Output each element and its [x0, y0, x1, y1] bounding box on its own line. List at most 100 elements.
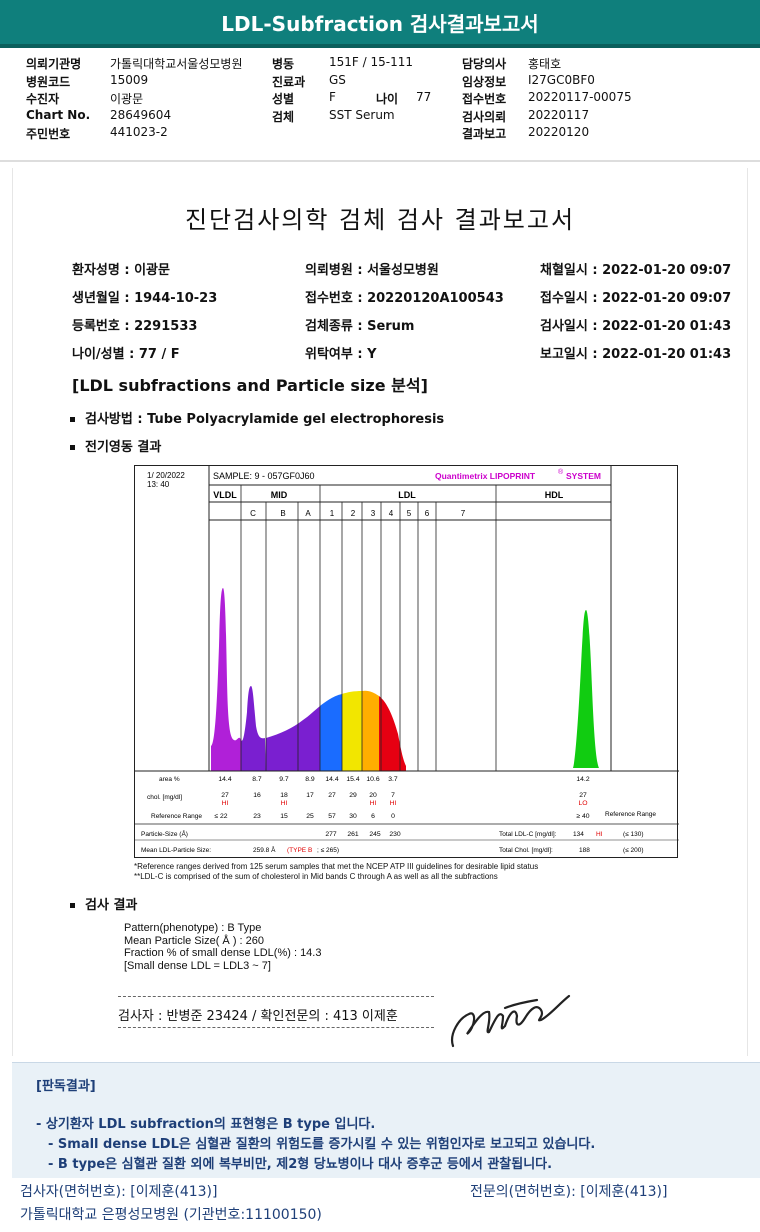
examiner-license: 검사자(면허번호): [이제훈(413)] [20, 1184, 218, 1200]
patient-field: 접수일시 : 2022-01-20 09:07 [540, 291, 732, 306]
method-line: 검사방법 : Tube Polyacrylamide gel electroph… [70, 408, 444, 427]
area-percent-cell: 14.4 [218, 776, 231, 783]
handwritten-signature [451, 994, 571, 1048]
total-chol-label: Total Chol. [mg/dl]: [499, 847, 553, 854]
reference-cell: ≤ 22 [214, 813, 227, 820]
hdr-key: 나이 [376, 92, 399, 106]
hdr-key: 결과보고 [462, 127, 507, 141]
area-percent-cell: 9.7 [279, 776, 289, 783]
flag-cell: HI [390, 800, 397, 807]
reference-cell: 6 [371, 813, 375, 820]
interpretation-line: - Small dense LDL은 심혈관 질환의 위험도를 증가시킬 수 있… [48, 1137, 596, 1152]
trace-vldl [211, 588, 241, 771]
patient-field: 채혈일시 : 2022-01-20 09:07 [540, 263, 732, 278]
area-percent-cell: 15.4 [346, 776, 359, 783]
band-c: C [250, 509, 256, 518]
reference-cell: 0 [391, 813, 395, 820]
trace-ldl1 [320, 694, 342, 771]
reference-cell: ≥ 40 [576, 813, 589, 820]
electro-text: 전기영동 결과 [85, 440, 162, 455]
hdr-value: 441023-2 [110, 125, 168, 139]
hdr-value: 홍태호 [528, 57, 562, 71]
hdr-value: F [329, 90, 336, 104]
bullet-icon [70, 445, 75, 450]
area-percent-cell: 8.9 [305, 776, 315, 783]
hdr-key: 병원코드 [26, 74, 71, 89]
hdr-key: 임상정보 [462, 74, 507, 89]
particle-size-cell: 245 [369, 831, 381, 838]
header-divider [0, 160, 760, 162]
trace-hdl [573, 610, 599, 768]
chol-cell: 27 [579, 792, 587, 799]
group-vldl: VLDL [213, 490, 237, 500]
chol-cell: 16 [253, 792, 261, 799]
label-particle-size: Particle-Size (Å) [141, 829, 188, 838]
lipoprint-svg: 1/ 20/2022 13: 40 SAMPLE: 9 - 057GF0J60 … [135, 466, 679, 854]
patient-field: 등록번호 : 2291533 [72, 319, 198, 334]
hdr-key: 의뢰기관명 [26, 57, 82, 71]
total-ldl-value: 134 [573, 831, 584, 838]
hdr-key: 검사의뢰 [462, 109, 507, 124]
patient-field: 생년월일 : 1944-10-23 [72, 291, 218, 306]
hdr-key: 담당의사 [462, 57, 507, 71]
trace-ldl3 [362, 690, 379, 771]
label-area: area % [159, 776, 180, 783]
result-heading-text: 검사 결과 [85, 898, 138, 913]
bullet-icon [70, 903, 75, 908]
hdr-value: 20220117 [528, 107, 590, 122]
hdr-value: 20220117-00075 [528, 90, 632, 104]
result-heading: 검사 결과 [70, 894, 137, 913]
specialist-license: 전문의(면허번호): [이제훈(413)] [470, 1184, 668, 1200]
chol-cell: 7 [391, 792, 395, 799]
result-lines: Pattern(phenotype) : B Type Mean Particl… [124, 922, 321, 972]
particle-size-cell: 277 [325, 831, 337, 838]
bullet-icon [70, 417, 75, 422]
flag-cell: HI [222, 800, 229, 807]
report-banner: LDL-Subfraction 검사결과보고서 [0, 0, 760, 48]
lipoprint-chart: 1/ 20/2022 13: 40 SAMPLE: 9 - 057GF0J60 … [134, 465, 679, 858]
patient-field: 의뢰병원 : 서울성모병원 [305, 263, 439, 278]
band-b: B [280, 509, 285, 518]
total-ldl-flag: HI [596, 831, 603, 838]
hdr-key: 성별 [272, 92, 295, 106]
result-line: Mean Particle Size( Å ) : 260 [124, 934, 265, 947]
hdr-value: GS [329, 72, 346, 87]
trace-midband [241, 686, 266, 771]
brand-tail: SYSTEM [566, 471, 601, 481]
patient-field: 검사일시 : 2022-01-20 01:43 [540, 319, 732, 334]
patient-field: 환자성명 : 이광문 [72, 263, 170, 278]
band-ldl6: 6 [425, 509, 430, 518]
label-mean-size: Mean LDL-Particle Size: [141, 847, 211, 854]
electro-heading: 전기영동 결과 [70, 436, 161, 455]
order-header: 의뢰기관명 가톨릭대학교서울성모병원 병동 151F / 15-111 담당의사 홍태호 … [26, 55, 746, 143]
hdr-value: 77 [416, 90, 432, 104]
band-ldl3: 3 [371, 509, 376, 518]
mean-size-value: 259.8 Å [253, 845, 276, 854]
hdr-value: 이광문 [110, 92, 144, 106]
hdr-value: SST Serum [329, 107, 395, 122]
brand-reg: ® [558, 468, 564, 476]
chol-cell: 27 [221, 792, 229, 799]
band-ldl1: 1 [330, 509, 335, 518]
hdr-value: 20220120 [528, 125, 590, 139]
chol-cell: 29 [349, 792, 357, 799]
chart-footnotes: *Reference ranges derived from 125 serum… [134, 862, 538, 882]
reference-cell: 23 [253, 813, 261, 820]
hdr-key: Chart No. [26, 107, 91, 122]
ref-right-label: Reference Range [605, 811, 656, 818]
interpretation-line: - 상기환자 LDL subfraction의 표현형은 B type 입니다. [36, 1117, 376, 1132]
interpretation-line: - B type은 심혈관 질환 외에 복부비만, 제2형 당뇨병이나 대사 증… [48, 1157, 553, 1172]
chol-cell: 17 [306, 792, 314, 799]
chol-cell: 27 [328, 792, 336, 799]
hdr-value: 151F / 15-111 [329, 55, 413, 69]
report-title: 진단검사의학 검체 검사 결과보고서 [184, 206, 576, 234]
hdr-key: 접수번호 [462, 92, 507, 106]
trace-ldl2 [342, 691, 362, 771]
trace-ldl4 [379, 696, 406, 771]
group-ldl: LDL [398, 490, 416, 500]
analysis-subheading: [LDL subfractions and Particle size 분석] [72, 376, 428, 395]
band-ldl5: 5 [407, 509, 412, 518]
reference-cell: 30 [349, 813, 357, 820]
hdr-key: 검체 [272, 109, 295, 124]
interpretation-label: [판독결과] [36, 1079, 96, 1094]
